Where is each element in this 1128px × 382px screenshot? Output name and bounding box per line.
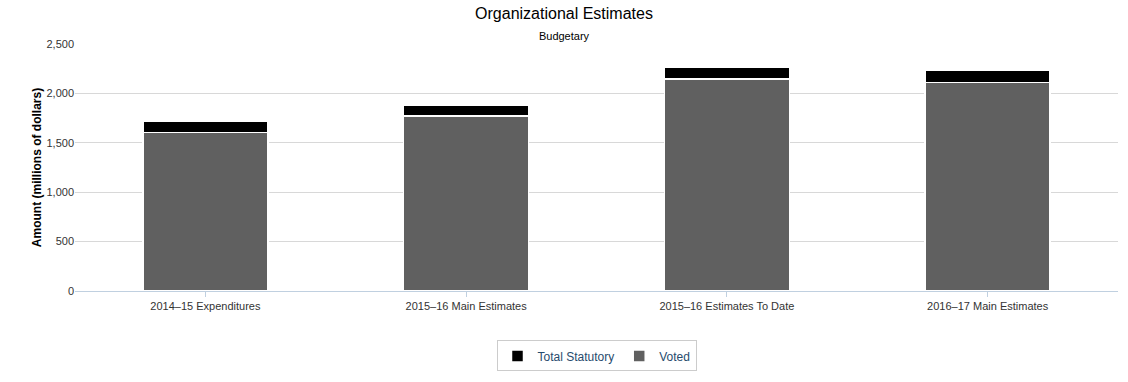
svg-text:2,500: 2,500 [46,38,74,50]
svg-text:Total Statutory: Total Statutory [538,350,615,364]
svg-text:2014–15 Expenditures: 2014–15 Expenditures [150,300,261,312]
svg-text:2,000: 2,000 [46,87,74,99]
svg-text:1,000: 1,000 [46,186,74,198]
svg-text:1,500: 1,500 [46,137,74,149]
svg-text:2015–16 Estimates To Date: 2015–16 Estimates To Date [659,300,794,312]
svg-text:2015–16 Main Estimates: 2015–16 Main Estimates [406,300,528,312]
svg-text:500: 500 [56,235,74,247]
svg-text:Organizational EstimatesBudget: Organizational EstimatesBudgetary [475,5,653,42]
svg-text:Voted: Voted [659,350,690,364]
svg-text:Amount (millions of dollars): Amount (millions of dollars) [30,88,44,247]
svg-text:2016–17 Main Estimates: 2016–17 Main Estimates [927,300,1049,312]
svg-text:0: 0 [68,285,74,297]
